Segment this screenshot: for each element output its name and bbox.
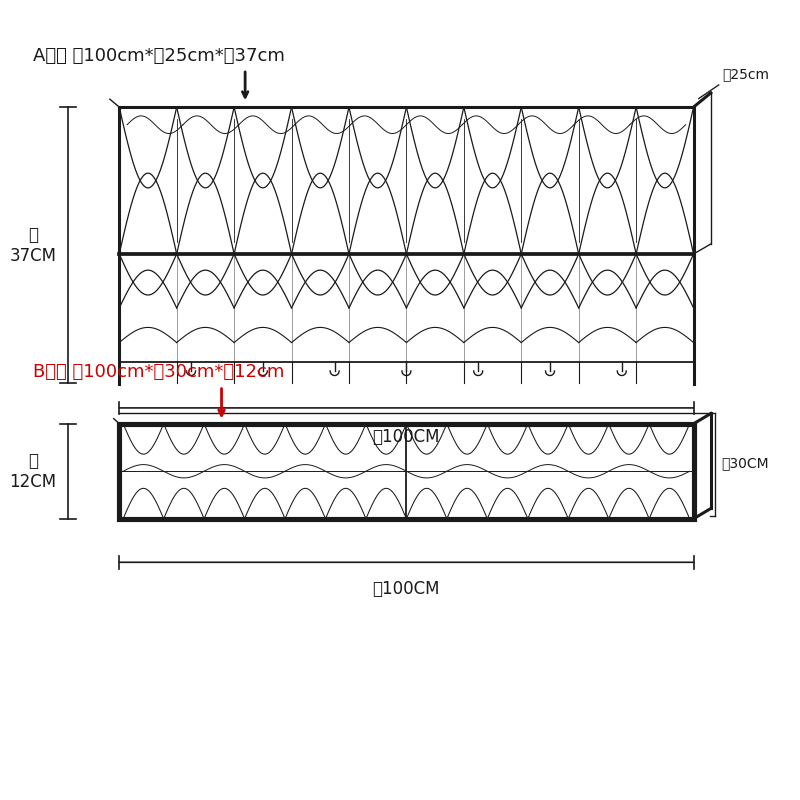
Text: 宽25cm: 宽25cm <box>722 67 770 81</box>
Text: 高
12CM: 高 12CM <box>9 452 56 490</box>
Text: 长100CM: 长100CM <box>373 428 440 446</box>
Text: 宽30CM: 宽30CM <box>721 457 769 470</box>
Text: 长100CM: 长100CM <box>373 580 440 598</box>
Text: B款； 长100cm*宽30cm*高12cm: B款； 长100cm*宽30cm*高12cm <box>33 363 284 382</box>
Bar <box>119 424 694 518</box>
Text: 高
37CM: 高 37CM <box>10 226 56 265</box>
Text: A款； 长100cm*宽25cm*高37cm: A款； 长100cm*宽25cm*高37cm <box>33 46 285 65</box>
